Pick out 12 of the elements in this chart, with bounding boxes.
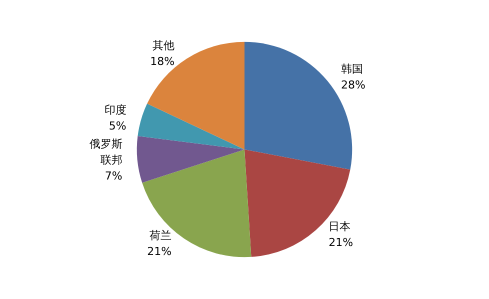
data-label: 28% xyxy=(341,78,366,92)
slice-label: 韩国 xyxy=(341,62,364,76)
data-label: 7% xyxy=(104,170,122,183)
slice-label: 荷兰 xyxy=(150,228,172,242)
data-label: 21% xyxy=(328,236,354,250)
slice-label: 日本 xyxy=(328,220,351,234)
slice-label: 印度 xyxy=(104,103,126,116)
data-label: 21% xyxy=(147,244,172,258)
slice-label: 其他 xyxy=(152,39,175,52)
data-label: 5% xyxy=(108,119,126,132)
slice-label: 俄罗斯联邦 xyxy=(89,138,122,167)
data-label: 18% xyxy=(150,55,175,68)
